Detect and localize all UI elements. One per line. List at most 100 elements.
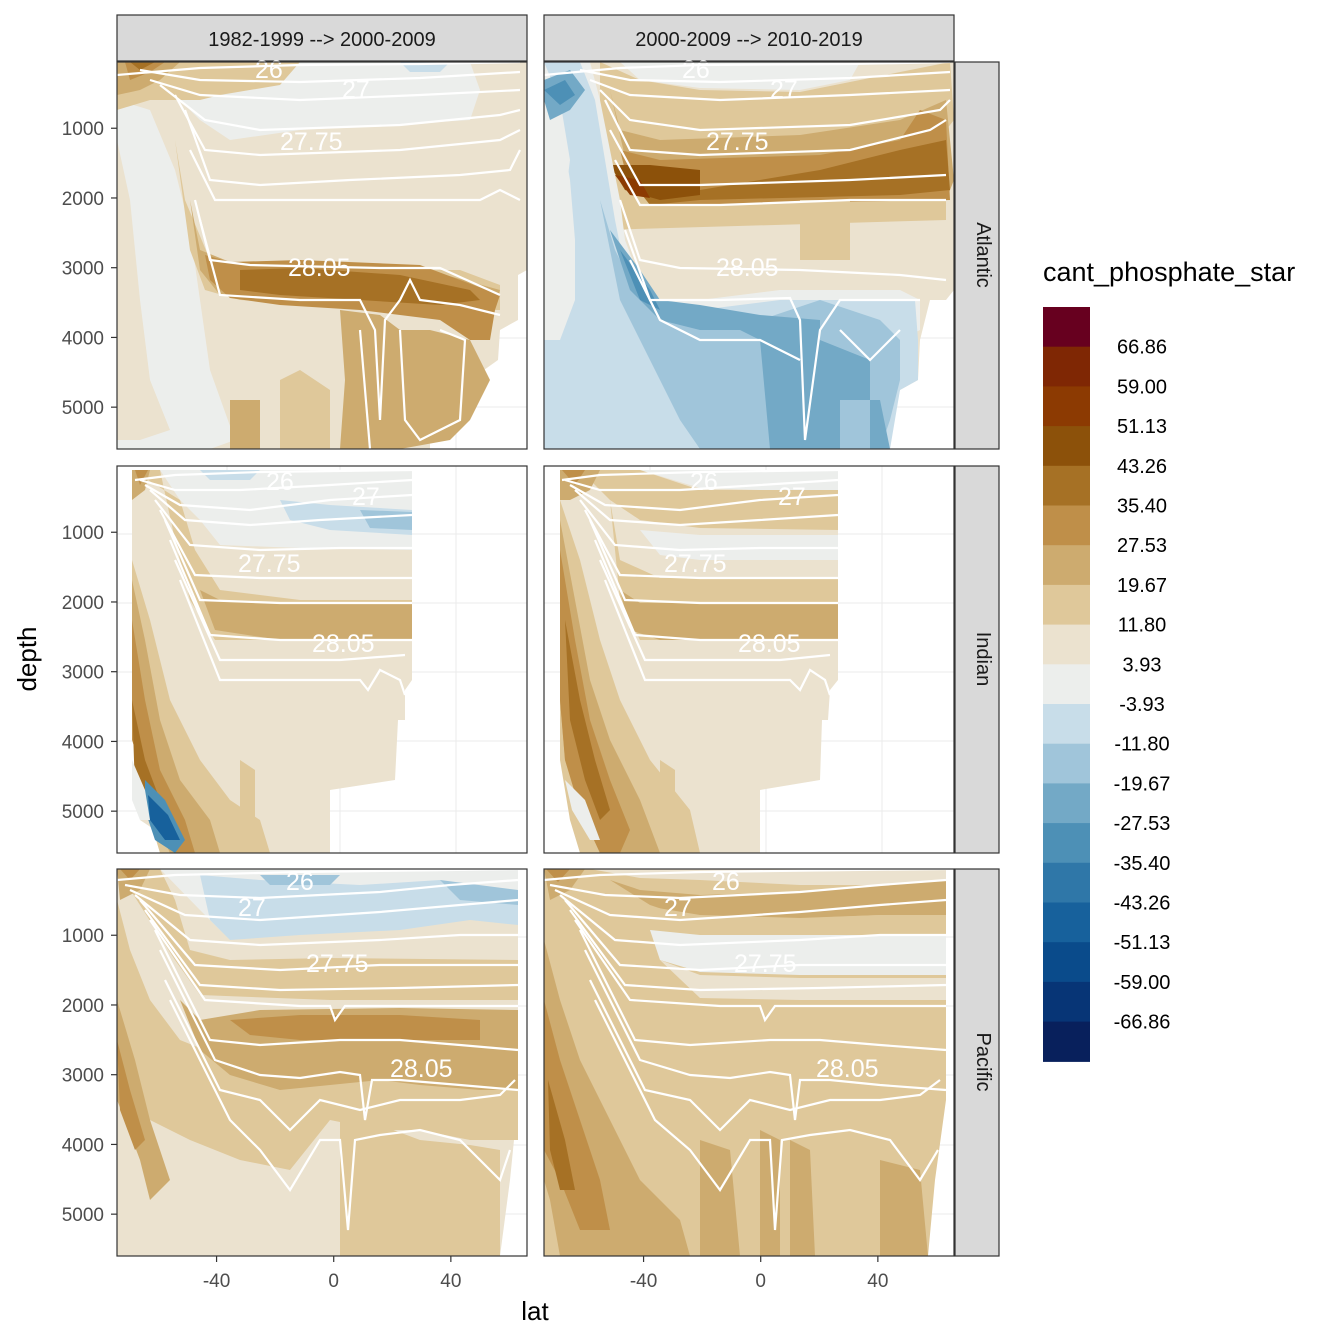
legend-label: -35.40 (1114, 853, 1171, 875)
legend-label: 35.40 (1117, 496, 1167, 518)
contour-label: 26 (286, 868, 314, 896)
contour-fill-atlantic-2 (544, 62, 954, 449)
row-strip-indian-label: Indian (972, 632, 994, 687)
legend-swatch (1043, 426, 1090, 467)
panel-pacific-2: 26 27 27.75 28.05 (543, 868, 955, 1257)
y-tick-label: 4000 (62, 328, 104, 349)
legend-label: 43.26 (1117, 456, 1167, 478)
legend-swatch (1043, 902, 1090, 943)
contour-label: 27.75 (306, 950, 369, 978)
x-tick-label: 40 (440, 1271, 461, 1292)
contour-label: 28.05 (816, 1055, 879, 1083)
panel-atlantic-2: 26 27 27.75 28.05 (543, 56, 955, 450)
contour-label: 27 (238, 894, 266, 922)
legend-swatch (1043, 743, 1090, 784)
panel-indian-2: 26 27 27.75 28.05 (543, 465, 955, 854)
contour-label: 27 (770, 76, 798, 104)
contour-label: 28.05 (716, 254, 779, 282)
contour-label: 27.75 (280, 128, 343, 156)
legend-label: -43.26 (1114, 893, 1171, 915)
x-axis-title: lat (521, 1296, 549, 1326)
contour-label: 26 (690, 468, 718, 496)
legend-label: 11.80 (1118, 615, 1167, 637)
legend-label: -59.00 (1114, 972, 1171, 994)
y-tick-label: 1000 (62, 119, 104, 140)
y-tick-label: 5000 (62, 398, 104, 419)
legend-swatch (1043, 704, 1090, 745)
row-strip-pacific-label: Pacific (972, 1033, 994, 1092)
legend-label: -27.53 (1114, 813, 1171, 835)
contour-label: 26 (682, 56, 710, 84)
row-strip-pacific: Pacific (954, 868, 1000, 1257)
contour-label: 27 (778, 483, 806, 511)
x-tick-label: -40 (203, 1271, 230, 1292)
legend-label: 59.00 (1117, 376, 1167, 398)
contour-label: 27.75 (734, 950, 797, 978)
contour-label: 27 (664, 894, 692, 922)
contour-fill-indian-2 (560, 470, 838, 853)
contour-label: 28.05 (738, 630, 801, 658)
isopycnals-atlantic-1 (117, 62, 521, 449)
legend-swatch (1043, 783, 1090, 824)
y-tick-label: 3000 (62, 259, 104, 280)
legend-swatch (1043, 942, 1090, 983)
row-strip-atlantic: Atlantic (954, 61, 1000, 450)
legend-swatch (1043, 1021, 1090, 1062)
legend-swatch (1043, 584, 1090, 626)
column-strip-2-label: 2000-2009 --> 2010-2019 (635, 29, 862, 51)
contour-label: 27.75 (664, 550, 727, 578)
panel-pacific-1: 26 27 27.75 28.05 (116, 868, 528, 1257)
contour-fill-pacific-2 (544, 869, 946, 1256)
contour-label: 26 (712, 868, 740, 896)
legend-swatch (1043, 624, 1090, 665)
legend-swatch (1043, 664, 1090, 705)
x-tick-label: 0 (328, 1271, 339, 1292)
contour-label: 27.75 (238, 550, 301, 578)
legend-colorbar (1043, 307, 1090, 1062)
legend-label: 19.67 (1117, 575, 1167, 597)
y-tick-label: 2000 (62, 593, 104, 614)
contour-label: 26 (266, 468, 294, 496)
y-tick-label: 5000 (62, 802, 104, 823)
x-tick-label: 0 (755, 1271, 766, 1292)
legend-label: -19.67 (1114, 773, 1171, 795)
contour-label: 28.05 (312, 630, 375, 658)
row-strip-atlantic-label: Atlantic (972, 222, 994, 288)
legend-labels: 66.86 59.00 51.13 43.26 35.40 27.53 19.67 11.80… (1114, 337, 1171, 1034)
x-tick-label: -40 (630, 1271, 657, 1292)
legend-swatch (1043, 346, 1090, 387)
x-tick-label: 40 (867, 1271, 888, 1292)
legend-swatch (1043, 981, 1090, 1023)
y-tick-label: 1000 (62, 523, 104, 544)
legend-swatch (1043, 386, 1090, 427)
contour-label: 27 (342, 76, 370, 104)
y-tick-label: 1000 (62, 926, 104, 947)
legend-label: 66.86 (1117, 337, 1167, 359)
y-axis: 1000 2000 3000 4000 5000 1000 2000 3000 4000 5000… (62, 119, 117, 1226)
y-tick-label: 3000 (62, 1066, 104, 1087)
legend-swatch (1043, 307, 1090, 348)
x-axis: -40 0 40 -40 0 40 (203, 1256, 888, 1292)
legend-swatch (1043, 505, 1090, 546)
panel-atlantic-1: 26 27 27.75 28.05 (116, 56, 528, 450)
legend-swatch (1043, 465, 1090, 507)
legend-label: -3.93 (1119, 694, 1165, 716)
legend: cant_phosphate_star 66.86 59.00 51.13 43.26… (1043, 257, 1295, 1062)
y-tick-label: 5000 (62, 1205, 104, 1226)
y-tick-label: 2000 (62, 189, 104, 210)
isopycnals-pacific-2 (544, 869, 947, 1231)
legend-label: 3.93 (1123, 654, 1162, 676)
isopycnals-indian-2 (561, 468, 839, 696)
legend-title: cant_phosphate_star (1043, 257, 1295, 287)
y-axis-title: depth (12, 626, 42, 691)
contour-label: 26 (255, 56, 283, 84)
legend-label: -11.80 (1114, 734, 1169, 756)
contour-label: 27.75 (706, 128, 769, 156)
isopycnals-pacific-1 (117, 869, 519, 1231)
legend-label: -51.13 (1114, 932, 1171, 954)
contour-label: 28.05 (288, 254, 351, 282)
contour-label: 27 (352, 483, 380, 511)
legend-label: -66.86 (1114, 1012, 1171, 1034)
legend-swatch (1043, 862, 1090, 904)
